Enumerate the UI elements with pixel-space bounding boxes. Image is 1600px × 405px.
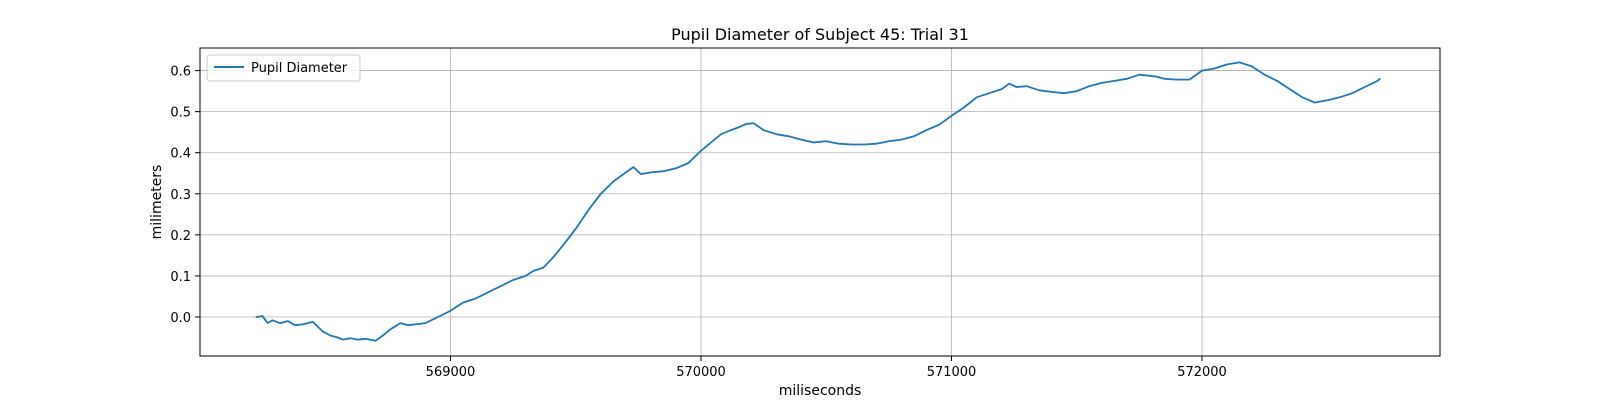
x-tick-label: 572000 <box>1177 365 1227 380</box>
y-tick-label: 0.4 <box>170 147 191 162</box>
x-tick-label: 570000 <box>676 365 726 380</box>
y-tick-label: 0.1 <box>170 270 191 285</box>
legend-box <box>206 54 361 82</box>
y-tick-label: 0.5 <box>170 106 191 121</box>
plot-frame <box>199 47 1441 357</box>
y-tick-label: 0.2 <box>170 229 191 244</box>
series-line-pupil-diameter <box>255 61 1381 342</box>
x-tick-label: 569000 <box>426 365 476 380</box>
y-tick-label: 0.6 <box>170 65 191 80</box>
y-axis-label: milimeters <box>149 165 165 240</box>
y-tick-label: 0.3 <box>170 188 191 203</box>
series-layer <box>255 61 1381 342</box>
x-axis-label: miliseconds <box>779 383 862 399</box>
ticks-layer: 569000 570000 571000 572000 0.0 0.1 0.2 0.3 0.4 0… <box>170 65 1227 380</box>
x-tick-label: 571000 <box>927 365 977 380</box>
y-tick-label: 0.0 <box>170 311 191 326</box>
legend: Pupil Diameter <box>206 54 361 82</box>
grid-layer <box>200 48 1440 356</box>
legend-label-pupil-diameter: Pupil Diameter <box>251 61 348 76</box>
chart-title: Pupil Diameter of Subject 45: Trial 31 <box>671 25 969 44</box>
